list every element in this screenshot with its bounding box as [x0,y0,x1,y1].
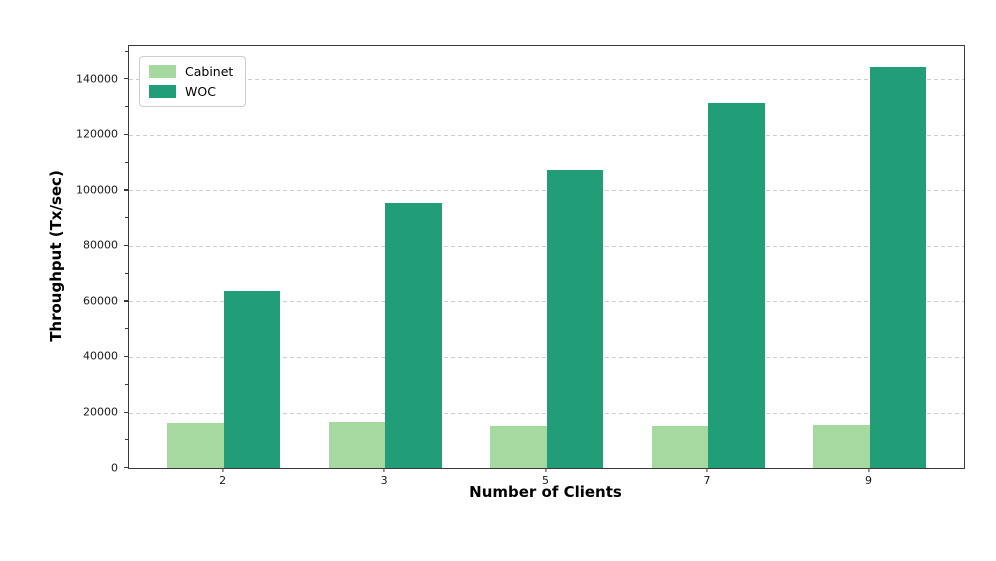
x-tick-3 [383,467,385,472]
x-tick-7 [706,467,708,472]
legend: Cabinet WOC [139,56,247,107]
y-tick-100000 [123,189,128,191]
y-minor-tick-90000 [125,217,128,219]
bar-woc-clients-2 [223,290,281,468]
legend-swatch-woc [149,85,176,98]
x-axis-title: Number of Clients [469,483,622,501]
legend-item-cabinet: Cabinet [149,65,233,78]
bar-cabinet-clients-5 [490,425,547,468]
y-tick-label-140000: 140000 [76,72,118,86]
legend-label-woc: WOC [185,84,216,99]
gridline-120000 [129,134,964,136]
y-minor-tick-150000 [125,50,128,52]
bar-cabinet-clients-7 [651,425,708,468]
x-tick-label-5: 5 [542,474,549,487]
y-minor-tick-130000 [125,106,128,108]
y-axis-title: Throughput (Tx/sec) [47,170,65,342]
y-tick-label-120000: 120000 [76,127,118,141]
y-minor-tick-70000 [125,272,128,274]
x-tick-2 [222,467,224,472]
y-minor-tick-110000 [125,161,128,163]
x-tick-label-7: 7 [703,474,711,487]
y-tick-120000 [123,133,128,135]
bar-cabinet-clients-9 [813,425,870,468]
gridline-140000 [129,79,964,81]
bar-cabinet-clients-3 [328,421,386,468]
bar-woc-clients-5 [546,169,603,468]
bar-cabinet-clients-2 [167,423,224,468]
y-tick-label-40000: 40000 [83,349,118,363]
y-tick-60000 [123,300,128,302]
y-tick-label-0: 0 [111,461,118,474]
y-tick-label-80000: 80000 [83,238,118,252]
x-tick-label-3: 3 [380,474,388,487]
x-tick-label-2: 2 [219,474,227,487]
bar-woc-clients-7 [708,102,765,468]
y-tick-140000 [123,78,128,80]
legend-item-woc: WOC [149,85,233,98]
y-tick-20000 [123,411,128,413]
legend-swatch-cabinet [149,65,176,78]
y-tick-label-60000: 60000 [83,294,118,308]
y-minor-tick-10000 [125,439,128,441]
bar-woc-clients-9 [869,66,926,468]
x-tick-label-9: 9 [865,474,872,487]
y-tick-40000 [123,355,128,358]
bar-woc-clients-3 [385,202,442,468]
legend-label-cabinet: Cabinet [185,64,234,79]
x-tick-5 [544,467,547,472]
y-tick-label-20000: 20000 [83,405,118,419]
y-tick-80000 [123,244,128,247]
y-tick-0 [123,467,128,469]
plot-area: Cabinet WOC [128,45,965,469]
y-minor-tick-30000 [125,383,128,385]
x-tick-9 [867,467,870,472]
y-minor-tick-50000 [125,328,128,330]
y-tick-label-100000: 100000 [76,183,118,197]
